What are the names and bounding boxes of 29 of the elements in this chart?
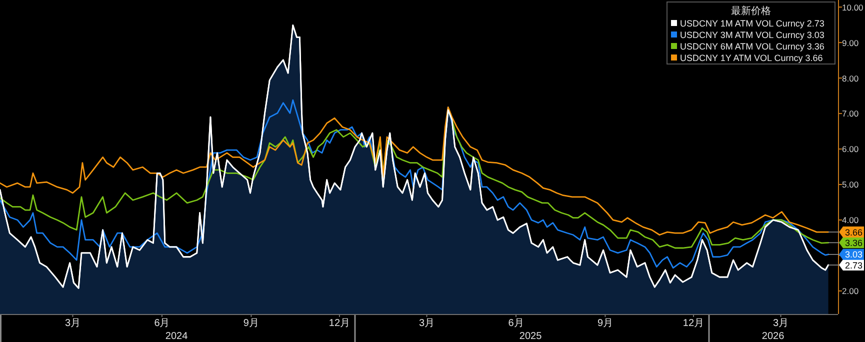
legend-label: USDCNY 6M ATM VOL Curncy 3.36	[680, 42, 824, 52]
annotation: 3.66	[845, 227, 863, 238]
annotation: 3.36	[845, 238, 863, 248]
y-tick-label: 6.00	[842, 144, 859, 154]
x2-tick-label: 2024	[165, 331, 188, 342]
x-tick-label: 3月	[64, 318, 81, 329]
x2-tick-label: 2026	[762, 331, 785, 342]
legend-label: USDCNY 1Y ATM VOL Curncy 3.66	[680, 53, 823, 63]
annotation: 3.03	[845, 250, 863, 260]
annotation: 2.73	[845, 260, 863, 270]
y-tick-label: 2.00	[842, 286, 859, 296]
legend-label: USDCNY 3M ATM VOL Curncy 3.03	[680, 30, 824, 40]
x-tick-label: 9月	[597, 318, 614, 329]
x-tick-label: 6月	[508, 318, 524, 329]
x-tick-label: 3月	[418, 318, 435, 329]
legend-label: USDCNY 1M ATM VOL Curncy 2.73	[680, 18, 824, 28]
x-tick-label: 9月	[243, 318, 259, 329]
x-tick-label: 3月	[772, 318, 789, 329]
x-tick-label: 12月	[682, 318, 704, 329]
x2-tick-label: 2025	[519, 331, 542, 342]
y-tick-label: 5.00	[842, 180, 859, 190]
y-tick-label: 10.00	[842, 2, 864, 12]
y-tick-label: 4.00	[842, 215, 859, 226]
x-tick-label: 6月	[154, 318, 170, 329]
y-tick-label: 8.00	[842, 73, 859, 84]
x-tick-label: 12月	[328, 318, 350, 329]
y-tick-label: 9.00	[842, 38, 859, 48]
legend-title: 最新价格	[731, 5, 771, 17]
y-tick-label: 7.00	[842, 108, 859, 119]
